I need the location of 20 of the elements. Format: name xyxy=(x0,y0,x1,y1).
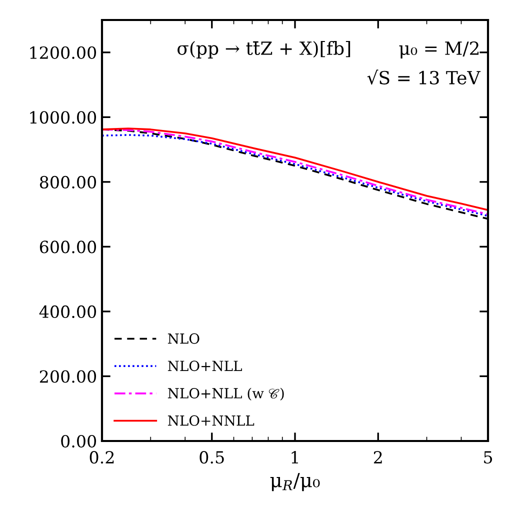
legend-label: NLO+NNLL xyxy=(168,415,254,426)
y-tick-label: 400.00 xyxy=(39,305,96,318)
x-tick-label: 2 xyxy=(374,451,382,464)
x-tick-label: 0.5 xyxy=(200,451,224,464)
x-tick-label: 1 xyxy=(292,451,298,464)
annotation: √S = 13 TeV xyxy=(367,70,481,85)
y-tick-label: 1000.00 xyxy=(30,111,96,124)
annotation: σ(pp → tt̄Z + X)[fb] xyxy=(178,41,350,59)
x-tick-label: 0.2 xyxy=(90,451,114,464)
y-tick-label: 800.00 xyxy=(40,176,96,188)
legend-label: NLO+NLL (w 𝒞) xyxy=(168,388,284,400)
y-tick-label: 600.00 xyxy=(40,240,96,254)
y-tick-label: 200.00 xyxy=(40,370,96,383)
y-tick-label: 1200.00 xyxy=(30,46,96,59)
annotation: μ₀ = M/2 xyxy=(399,41,479,59)
legend-label: NLO xyxy=(168,333,200,344)
y-tick-label: 0.00 xyxy=(61,434,96,448)
legend-label: NLO+NLL xyxy=(168,360,242,372)
x-axis-title: μ$_{R}$/μ₀ xyxy=(270,472,320,492)
x-tick-label: 5 xyxy=(484,451,492,464)
